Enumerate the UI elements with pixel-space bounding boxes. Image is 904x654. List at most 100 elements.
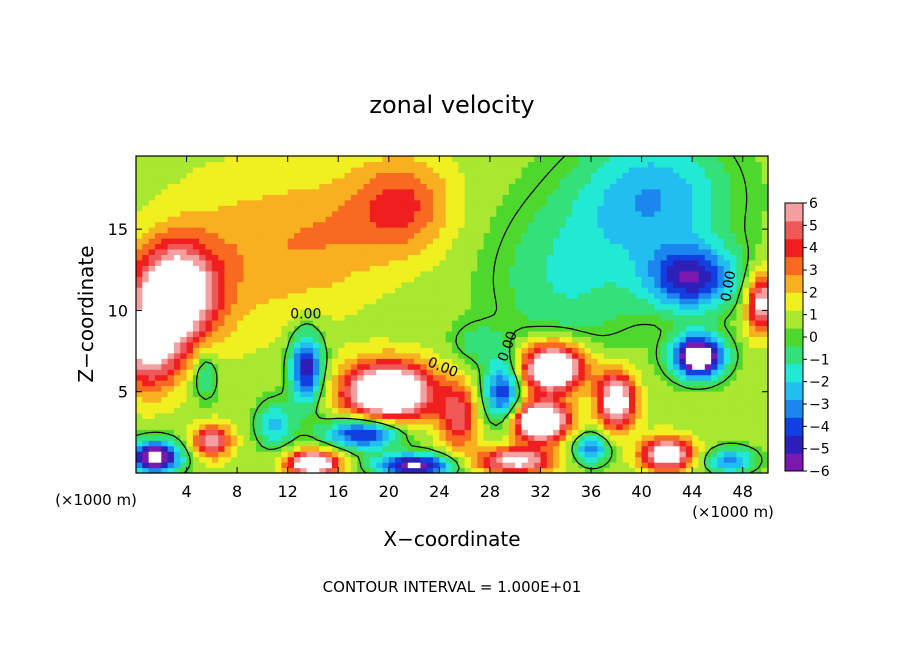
field-cell <box>565 429 573 436</box>
field-cell <box>761 210 769 217</box>
field-cell <box>363 358 371 365</box>
field-cell <box>470 314 478 321</box>
field-cell <box>218 391 226 398</box>
field-cell <box>230 210 238 217</box>
field-cell <box>591 434 598 441</box>
field-cell <box>553 423 561 430</box>
field-cell <box>603 237 611 245</box>
field-cell <box>331 347 339 354</box>
field-cell <box>237 325 245 332</box>
field-cell <box>445 434 453 441</box>
field-cell <box>445 407 453 414</box>
field-cell <box>445 445 453 452</box>
field-cell <box>414 385 421 392</box>
field-cell <box>647 325 655 332</box>
field-cell <box>167 456 175 463</box>
field-cell <box>540 396 548 403</box>
field-cell <box>268 358 276 365</box>
field-cell <box>666 237 674 245</box>
field-cell <box>673 232 681 239</box>
field-cell <box>534 314 542 321</box>
field-cell <box>376 341 384 348</box>
field-cell <box>534 456 542 463</box>
field-cell <box>647 232 655 239</box>
field-cell <box>180 369 188 376</box>
field-cell <box>654 440 662 447</box>
field-cell <box>723 221 731 228</box>
field-cell <box>483 369 491 376</box>
field-cell <box>445 210 453 217</box>
field-cell <box>685 248 693 255</box>
field-cell <box>319 325 327 332</box>
field-cell <box>660 254 668 261</box>
field-cell <box>749 281 756 288</box>
field-cell <box>521 347 529 354</box>
field-cell <box>622 227 630 234</box>
field-cell <box>527 270 535 277</box>
field-cell <box>331 281 339 288</box>
field-cell <box>489 298 497 305</box>
field-cell <box>249 227 257 234</box>
field-cell <box>439 237 447 245</box>
field-cell <box>136 270 143 277</box>
field-cell <box>237 227 245 234</box>
field-cell <box>666 298 674 305</box>
field-cell <box>603 440 611 447</box>
field-cell <box>749 401 756 409</box>
field-cell <box>376 391 384 398</box>
field-cell <box>654 309 662 316</box>
field-cell <box>148 369 156 376</box>
field-cell <box>388 363 396 370</box>
field-cell <box>256 237 263 245</box>
field-cell <box>325 227 333 234</box>
field-cell <box>685 363 693 370</box>
field-cell <box>211 221 219 228</box>
field-cell <box>167 385 175 392</box>
field-cell <box>749 434 756 441</box>
field-cell <box>401 418 409 425</box>
field-cell <box>142 401 150 409</box>
field-cell <box>540 336 548 343</box>
field-cell <box>489 216 497 223</box>
field-cell <box>515 319 523 327</box>
field-cell <box>256 347 263 354</box>
field-cell <box>508 434 516 441</box>
field-cell <box>256 456 263 463</box>
field-cell <box>742 412 750 419</box>
field-cell <box>331 303 339 310</box>
field-cell <box>414 232 421 239</box>
field-cell <box>679 259 687 266</box>
field-cell <box>338 440 346 447</box>
field-cell <box>711 248 719 255</box>
field-cell <box>521 330 529 337</box>
field-cell <box>199 232 207 239</box>
field-cell <box>426 385 434 392</box>
field-cell <box>331 352 339 359</box>
field-cell <box>369 254 377 261</box>
field-cell <box>148 259 156 266</box>
field-cell <box>464 440 472 447</box>
field-cell <box>635 314 643 321</box>
field-cell <box>363 347 371 354</box>
field-cell <box>243 391 251 398</box>
field-cell <box>755 330 763 337</box>
field-cell <box>635 210 643 217</box>
field-cell <box>211 248 219 255</box>
field-cell <box>350 319 358 327</box>
field-cell <box>736 254 744 261</box>
field-cell <box>527 205 535 212</box>
field-cell <box>287 330 295 337</box>
field-cell <box>161 374 169 381</box>
field-cell <box>622 358 630 365</box>
field-cell <box>142 287 150 294</box>
field-cell <box>433 336 440 343</box>
field-cell <box>698 369 706 376</box>
field-cell <box>420 396 428 403</box>
field-cell <box>439 292 447 299</box>
field-cell <box>173 292 181 299</box>
field-cell <box>312 440 320 447</box>
field-cell <box>717 363 725 370</box>
field-cell <box>192 358 200 365</box>
field-cell <box>350 434 358 441</box>
field-cell <box>142 276 150 283</box>
